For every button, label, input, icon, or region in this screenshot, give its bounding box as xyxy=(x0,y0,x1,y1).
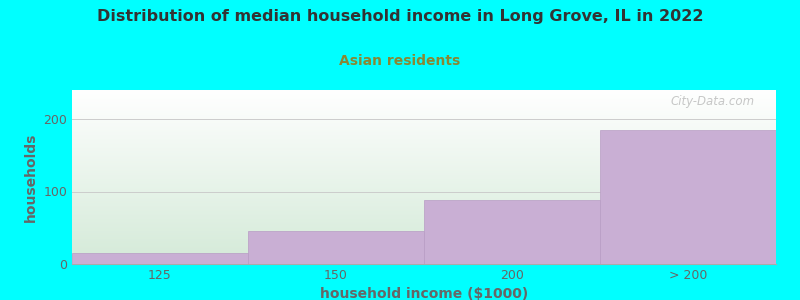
Text: City-Data.com: City-Data.com xyxy=(670,95,755,108)
Bar xyxy=(72,253,248,264)
Text: Asian residents: Asian residents xyxy=(339,54,461,68)
Text: Distribution of median household income in Long Grove, IL in 2022: Distribution of median household income … xyxy=(97,9,703,24)
Bar xyxy=(424,200,600,264)
Bar xyxy=(248,231,424,264)
Y-axis label: households: households xyxy=(24,132,38,222)
X-axis label: household income ($1000): household income ($1000) xyxy=(320,287,528,300)
Bar xyxy=(600,130,776,264)
